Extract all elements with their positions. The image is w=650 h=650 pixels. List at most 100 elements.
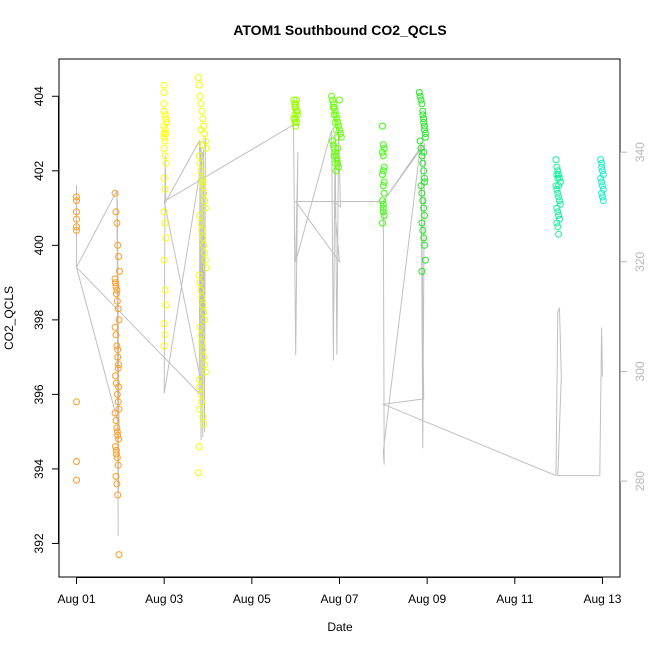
data-point — [421, 126, 428, 134]
data-point — [160, 100, 168, 108]
data-point — [196, 323, 204, 331]
data-point — [420, 204, 428, 212]
data-point — [333, 133, 341, 141]
data-point — [599, 185, 607, 193]
data-point — [337, 133, 345, 141]
data-point — [197, 100, 205, 108]
data-point — [114, 241, 122, 249]
data-point — [113, 428, 121, 436]
data-point — [555, 193, 563, 201]
data-point — [113, 342, 121, 350]
data-point — [418, 219, 426, 227]
x-axis-label: Date — [327, 620, 353, 634]
x-tick-label: Aug 01 — [58, 592, 96, 606]
data-point — [73, 208, 80, 216]
data-point — [200, 241, 208, 249]
data-point — [73, 197, 80, 205]
data-point — [198, 338, 206, 346]
data-point — [198, 174, 206, 182]
data-point — [115, 316, 123, 324]
y-tick-label: 402 — [32, 160, 46, 180]
data-point — [199, 234, 207, 242]
data-point — [160, 107, 168, 115]
data-point — [332, 167, 340, 175]
data-point — [161, 137, 169, 145]
data-point — [330, 152, 338, 160]
data-point — [599, 182, 606, 190]
data-point — [160, 342, 168, 350]
data-point — [113, 286, 121, 294]
series-7 — [379, 122, 388, 227]
data-point — [379, 167, 387, 175]
data-point — [418, 100, 426, 108]
data-point — [421, 241, 428, 249]
data-point — [160, 81, 168, 89]
data-point — [200, 308, 208, 316]
data-point — [160, 144, 168, 152]
data-point — [197, 286, 205, 294]
data-point — [421, 122, 428, 130]
data-point — [197, 126, 205, 134]
data-point — [421, 174, 428, 182]
data-point — [293, 96, 300, 104]
data-point — [200, 189, 208, 197]
data-point — [199, 178, 207, 186]
data-point — [379, 148, 386, 156]
x-tick-label: Aug 11 — [496, 592, 533, 606]
data-point — [379, 200, 387, 208]
data-point — [599, 193, 606, 201]
data-point — [418, 267, 426, 275]
data-point — [201, 130, 208, 137]
data-point — [329, 103, 337, 111]
data-point — [162, 115, 170, 123]
data-point — [115, 435, 123, 443]
data-point — [160, 130, 168, 137]
data-point — [200, 420, 208, 428]
data-point — [329, 141, 337, 149]
data-point — [162, 301, 170, 309]
data-point — [201, 316, 208, 324]
data-point — [552, 182, 560, 190]
data-point — [421, 212, 428, 219]
data-point — [336, 126, 343, 134]
data-point — [160, 174, 168, 182]
data-point — [597, 156, 605, 164]
x-tick-label: Aug 03 — [145, 592, 183, 606]
data-point — [421, 130, 429, 137]
data-point — [599, 167, 606, 175]
data-point — [201, 249, 208, 257]
data-point — [199, 301, 207, 309]
data-point — [553, 171, 561, 178]
data-point — [111, 189, 119, 197]
data-point — [161, 111, 169, 119]
right-tick-label: 340 — [633, 142, 647, 162]
data-point — [553, 204, 561, 212]
data-point — [379, 122, 386, 130]
data-point — [334, 159, 342, 167]
data-point — [73, 193, 80, 201]
data-point — [292, 100, 300, 108]
data-point — [380, 178, 388, 186]
data-point — [73, 476, 80, 484]
data-point — [598, 163, 606, 171]
data-point — [160, 208, 168, 216]
data-point — [198, 398, 206, 406]
series-9 — [552, 156, 564, 238]
data-point — [113, 424, 121, 432]
data-point — [379, 208, 387, 216]
data-point — [419, 159, 427, 167]
data-point — [160, 89, 168, 96]
data-point — [111, 409, 119, 417]
data-point — [597, 174, 605, 182]
data-point — [201, 361, 208, 369]
x-tick-label: Aug 09 — [408, 592, 446, 606]
data-point — [199, 413, 207, 421]
data-point — [198, 107, 206, 115]
data-point — [115, 253, 123, 260]
data-point — [114, 461, 122, 469]
y-axis-label: CO2_QCLS — [2, 286, 16, 350]
chart-title: ATOM1 Southbound CO2_QCLS — [233, 22, 446, 38]
data-point — [201, 204, 209, 212]
y-tick-label: 400 — [32, 235, 46, 255]
data-point — [114, 346, 122, 354]
